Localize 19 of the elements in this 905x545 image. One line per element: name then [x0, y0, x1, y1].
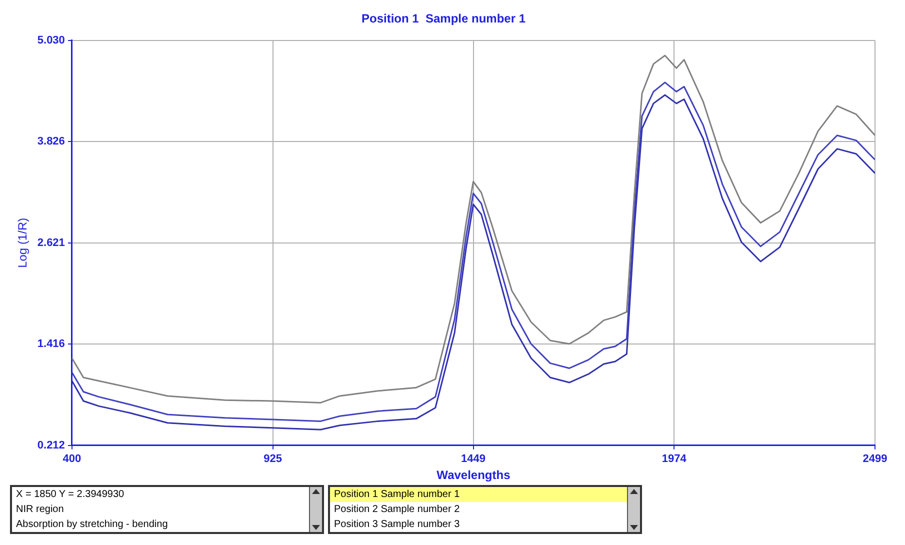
x-tick-label: 1449 [461, 453, 486, 466]
x-axis-title: Wavelengths [436, 468, 511, 482]
text: NIR region [15, 503, 65, 517]
x-tick-label: 1974 [662, 453, 688, 466]
y-tick-label: 2.621 [37, 236, 65, 249]
y-tick-label: 0.212 [37, 439, 65, 452]
text: X = 1850 Y = 2.3949930 [15, 488, 126, 502]
text: Position 1 Sample number 1 [330, 487, 627, 502]
x-tick-label: 2499 [862, 453, 888, 466]
text: Position 3 Sample number 3 [333, 518, 461, 532]
y-tick-label: 1.416 [37, 338, 65, 350]
x-tick-label: 925 [264, 453, 282, 466]
y-tick-label: 5.030 [37, 34, 65, 46]
y-axis-title: Log (1/R) [16, 218, 30, 268]
x-tick-label: 400 [62, 453, 82, 466]
text: Absorption by stretching - bending [15, 518, 169, 532]
chart-title: Position 1 Sample number 1 [361, 12, 526, 26]
y-tick-label: 3.826 [37, 136, 65, 148]
text: Position 2 Sample number 2 [333, 503, 461, 517]
